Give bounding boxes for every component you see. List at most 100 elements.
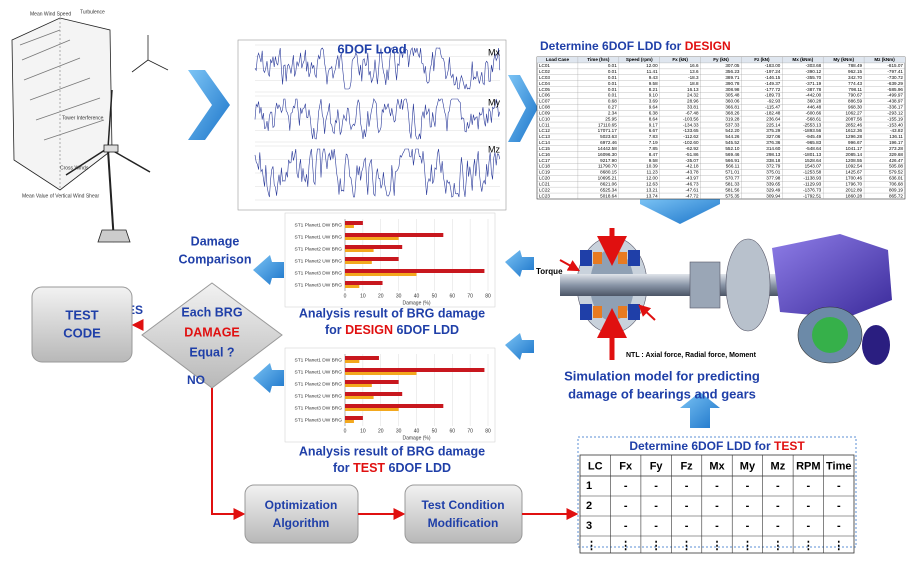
y-tick-label: ST1 Planet1 UW BRG	[295, 369, 343, 375]
table-cell: -183.00	[765, 63, 781, 68]
table-cell: 368.26	[725, 110, 739, 115]
table-cell: -390.12	[806, 69, 822, 74]
load-title: 6DOF Load	[337, 41, 406, 56]
table-cell: 566.11	[726, 164, 740, 169]
column-header: Mz	[771, 460, 786, 472]
table-cell: -	[806, 480, 810, 492]
table-cell: -	[746, 480, 750, 492]
table-cell: 8680.15	[600, 170, 617, 175]
table-cell: -355.70	[806, 75, 822, 80]
table-cell: 962.15	[848, 69, 862, 74]
table-cell: 18.8	[690, 81, 699, 86]
table-cell: 1062.27	[846, 110, 863, 115]
table-cell: -51.86	[686, 152, 699, 157]
table-cell: 0.01	[608, 63, 617, 68]
test-table: LC Fx Fy Fz Mx My Mz RPM Time 1 - - - - - - - - 2 - - - - - - - - 3…	[579, 454, 855, 554]
bar	[345, 408, 399, 411]
load-label: My	[488, 97, 500, 107]
table-cell: -499.97	[887, 93, 903, 98]
table-cell: 1543.07	[805, 164, 822, 169]
table-cell: -149.37	[765, 81, 781, 86]
table-cell: ⋮	[620, 540, 631, 552]
table-cell: -	[624, 520, 628, 532]
table-cell: LC06	[539, 93, 550, 98]
table-cell: 569.46	[725, 152, 739, 157]
table-cell: -815.07	[887, 63, 903, 68]
table-cell: 788.49	[848, 63, 862, 68]
table-cell: -	[624, 480, 628, 492]
table-cell: -387.78	[806, 87, 822, 92]
design-table-title: Determine 6DOF LDD for DESIGN	[540, 39, 731, 53]
table-cell: 9.58	[649, 158, 658, 163]
optimization-text: Optimization	[265, 498, 338, 512]
table-cell: 8.64	[649, 116, 658, 121]
table-cell: 1425.67	[846, 170, 863, 175]
table-cell: 25.95	[605, 116, 617, 121]
table-cell: 6.67	[649, 128, 658, 133]
table-cell: 3	[586, 520, 592, 532]
caption-text: for	[333, 461, 353, 475]
comparison-label: Comparison	[179, 252, 252, 266]
title-text: Determine 6DOF LDD for	[629, 439, 774, 453]
table-cell: 360.28	[807, 99, 821, 104]
table-cell: 372.79	[766, 164, 780, 169]
column-header: Fx (kN)	[672, 57, 688, 62]
table-cell: 5018.64	[600, 193, 617, 198]
load-label: Mz	[488, 144, 500, 154]
y-tick-label: ST1 Planet3 UW BRG	[295, 282, 343, 288]
x-tick-label: 80	[485, 293, 491, 299]
caption-text: 6DOF LDD	[385, 461, 451, 475]
table-cell: 236.64	[766, 116, 780, 121]
table-cell: 390.78	[725, 81, 739, 86]
table-cell: 542.20	[725, 128, 739, 133]
table-cell: -	[776, 480, 780, 492]
table-cell: -43.82	[890, 128, 903, 133]
x-tick-label: 10	[360, 428, 366, 434]
table-cell: 1	[586, 480, 592, 492]
y-tick-label: ST1 Planet3 UW BRG	[295, 417, 343, 423]
table-cell: -67.48	[686, 110, 699, 115]
table-cell: 360.06	[725, 99, 739, 104]
test-code-text: TEST	[65, 307, 98, 322]
decision-text: Each BRG	[181, 305, 242, 319]
table-frame	[579, 454, 855, 554]
table-cell: 6.38	[649, 110, 658, 115]
table-cell: -43.97	[686, 176, 699, 181]
table-cell: -18.3	[688, 75, 699, 80]
bar	[345, 420, 354, 423]
table-cell: -	[837, 500, 841, 512]
y-tick-label: ST1 Planet1 DW BRG	[295, 222, 343, 228]
table-cell: 11.23	[647, 170, 659, 175]
load-label: Mx	[488, 47, 500, 57]
table-cell: 377.98	[766, 176, 780, 181]
table-cell: LC20	[539, 176, 550, 181]
column-header: Mx (kNm)	[792, 57, 813, 62]
simulation-model	[538, 226, 906, 391]
table-cell: 375.01	[766, 170, 780, 175]
table-cell: 308.98	[725, 87, 739, 92]
table-cell: LC14	[539, 140, 550, 145]
table-cell: -	[654, 520, 658, 532]
x-tick-label: 70	[467, 293, 473, 299]
column-header: My	[740, 460, 756, 472]
table-cell: -	[806, 500, 810, 512]
table-cell: ⋮	[742, 540, 753, 552]
x-tick-label: 0	[344, 428, 347, 434]
table-cell: 1528.64	[805, 158, 822, 163]
table-cell: 886.59	[848, 99, 862, 104]
table-cell: -568.61	[806, 116, 822, 121]
y-tick-label: ST1 Planet1 DW BRG	[295, 357, 343, 363]
header-row	[537, 57, 905, 63]
column-header: Fx	[619, 460, 633, 472]
table-cell: 968.30	[848, 105, 862, 110]
table-cell: LC18	[539, 164, 550, 169]
table-cell: 581.33	[725, 181, 739, 186]
table-cell: 14442.58	[598, 146, 618, 151]
table-cell: 13.74	[646, 193, 658, 198]
x-tick-label: 40	[414, 428, 420, 434]
no-label: NO	[187, 373, 205, 387]
simulation-caption: Simulation model for predicting	[564, 368, 760, 383]
table-cell: 2852.46	[846, 122, 863, 127]
bar	[345, 273, 417, 276]
table-cell: 314.60	[766, 146, 780, 151]
